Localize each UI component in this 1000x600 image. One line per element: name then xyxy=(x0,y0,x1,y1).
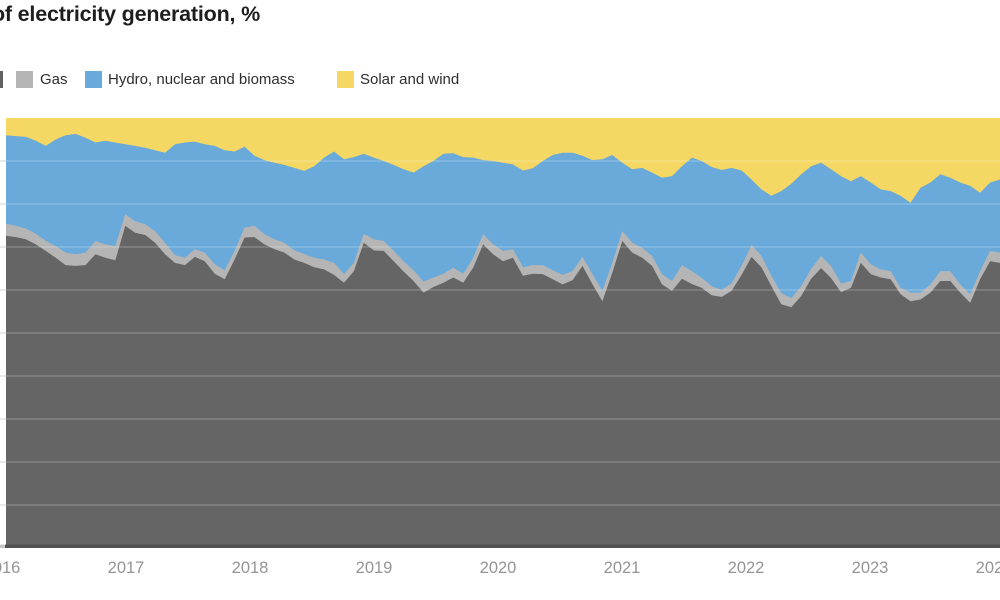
x-tick-label: 2019 xyxy=(356,559,393,577)
x-tick-label: 2024 xyxy=(976,559,1000,577)
legend-label-gas: Gas xyxy=(40,71,68,88)
x-tick-label: 2022 xyxy=(728,559,765,577)
page-title: of electricity generation, % xyxy=(0,2,261,26)
x-axis-line-stub xyxy=(0,544,5,548)
x-tick-label: 2016 xyxy=(0,559,20,577)
x-tick-label: 2020 xyxy=(480,559,517,577)
legend-label-hydro-nuclear-biomass: Hydro, nuclear and biomass xyxy=(108,71,295,88)
area-coal-dark xyxy=(6,225,1000,548)
x-axis-line xyxy=(5,544,1000,548)
gridline-overlays xyxy=(6,160,1000,506)
x-tick-label: 2018 xyxy=(232,559,269,577)
x-axis-labels: 2016 2017 2018 2019 2020 2021 2022 2023 2024 xyxy=(0,559,1000,577)
x-tick-label: 2021 xyxy=(604,559,641,577)
x-tick-label: 2023 xyxy=(852,559,889,577)
legend-swatch-gas xyxy=(16,71,33,88)
legend-label-solar-and-wind: Solar and wind xyxy=(360,71,460,88)
legend-swatch-solar-and-wind xyxy=(337,71,354,88)
legend-swatch-hydro-nuclear-biomass xyxy=(85,71,102,88)
legend-swatch-cutoff xyxy=(0,71,3,88)
x-tick-label: 2017 xyxy=(108,559,145,577)
chart-legend: Gas Hydro, nuclear and biomass Solar and… xyxy=(0,71,1000,89)
